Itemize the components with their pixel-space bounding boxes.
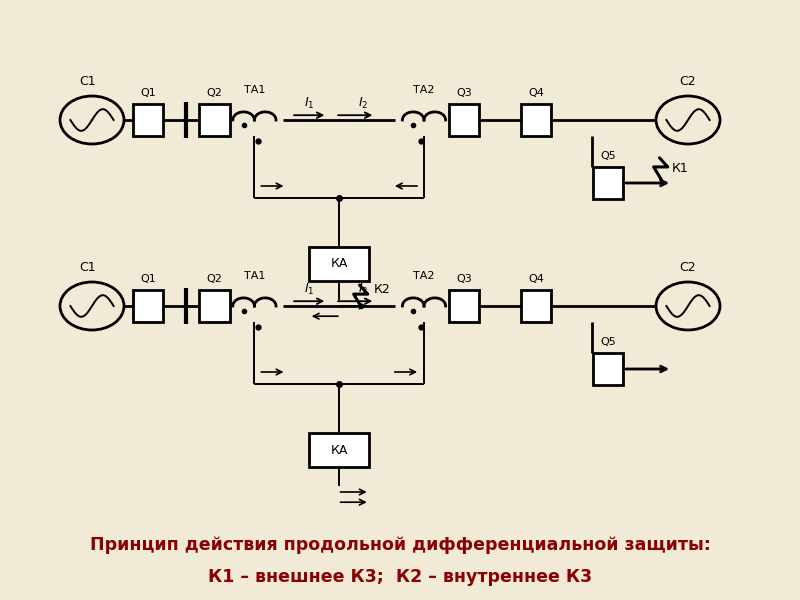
Text: $I_2$: $I_2$ [358,282,368,297]
Bar [449,104,479,136]
Text: Q1: Q1 [140,274,156,284]
Text: К2: К2 [374,283,390,296]
Bar [593,353,623,385]
Text: Q2: Q2 [206,274,222,284]
Text: КА: КА [330,257,348,271]
Text: ТА1: ТА1 [244,271,265,281]
Text: Q5: Q5 [600,337,616,347]
Text: К1: К1 [672,162,689,175]
Text: Q3: Q3 [456,274,472,284]
Text: Q3: Q3 [456,88,472,98]
Text: $I_1$: $I_1$ [304,282,314,297]
Text: КА: КА [330,443,348,457]
Text: С1: С1 [80,75,96,88]
Text: $I_1$: $I_1$ [304,96,314,111]
Text: ТА2: ТА2 [414,85,434,95]
Text: ТА2: ТА2 [414,271,434,281]
Bar [521,290,551,322]
Text: К1 – внешнее К3;  К2 – внутреннее К3: К1 – внешнее К3; К2 – внутреннее К3 [208,568,592,586]
Text: $I_2$: $I_2$ [358,96,368,111]
Text: С2: С2 [680,261,696,274]
Text: С2: С2 [680,75,696,88]
Text: Q1: Q1 [140,88,156,98]
Text: Q4: Q4 [528,274,544,284]
Bar [593,167,623,199]
Bar [199,290,230,322]
Text: Принцип действия продольной дифференциальной защиты:: Принцип действия продольной дифференциал… [90,536,710,554]
Bar [133,104,163,136]
Text: ТА1: ТА1 [244,85,265,95]
Bar [521,104,551,136]
Bar [309,433,370,467]
Text: Q2: Q2 [206,88,222,98]
Text: Q5: Q5 [600,151,616,161]
Bar [133,290,163,322]
Bar [449,290,479,322]
Text: Q4: Q4 [528,88,544,98]
Bar [309,247,370,281]
Text: С1: С1 [80,261,96,274]
Bar [199,104,230,136]
